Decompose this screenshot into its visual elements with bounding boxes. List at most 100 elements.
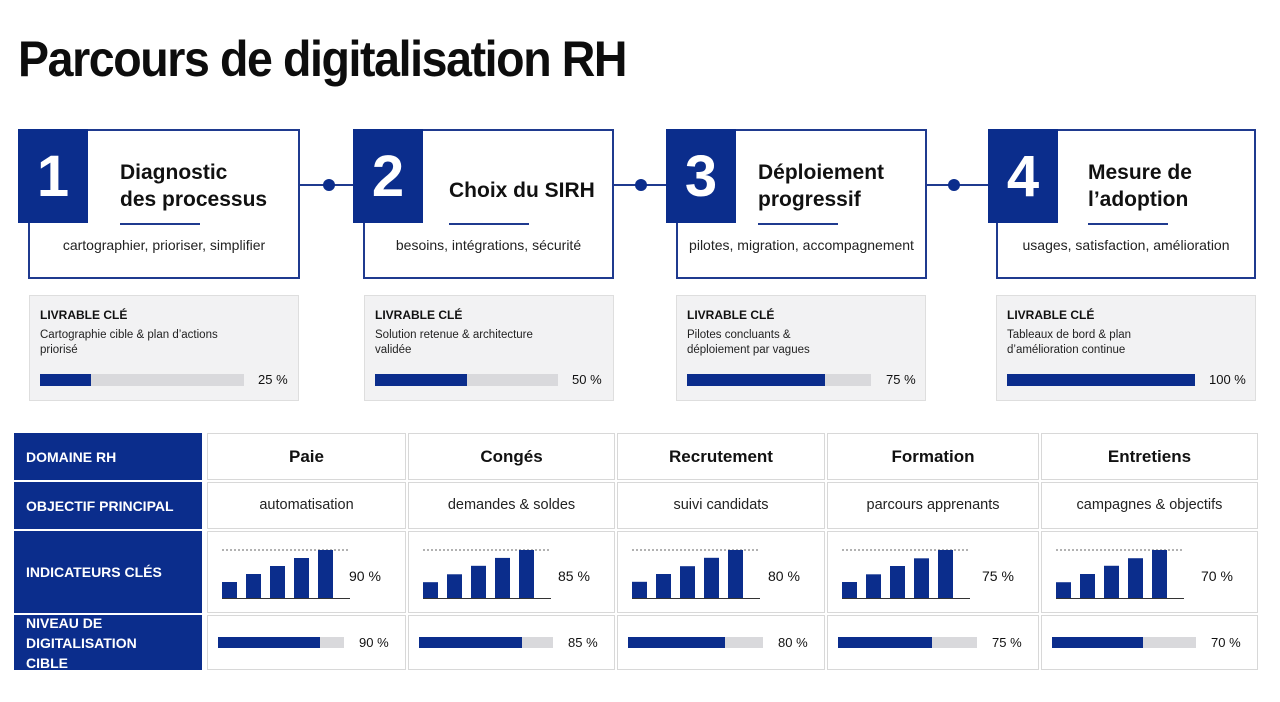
step-description: cartographier, prioriser, simplifier	[62, 237, 266, 253]
kpi-bar	[1080, 574, 1095, 598]
domain-name: Entretiens	[1107, 447, 1192, 466]
level-percent: 80 %	[778, 635, 808, 650]
domain-objective: demandes & soldes	[447, 497, 576, 513]
kpi-cell: 85 %	[408, 531, 615, 613]
row-header-level: NIVEAU DE DIGITALISATION CIBLE	[14, 615, 202, 671]
page-title: Parcours de digitalisation RH	[18, 31, 627, 87]
step-title: Mesure de l’adoption	[1088, 159, 1192, 213]
deliverable-text-line: Solution retenue & architecture	[375, 329, 533, 341]
step-card: 1 Diagnostic des processus cartographier…	[18, 129, 300, 279]
step-number: 2	[353, 129, 423, 223]
level-cell: 80 %	[617, 615, 825, 670]
level-progress-fill	[1052, 637, 1143, 648]
domain-cell: Formation	[827, 433, 1039, 480]
step-title-line: progressif	[758, 188, 861, 211]
step-card: 2 Choix du SIRH besoins, intégrations, s…	[353, 129, 614, 279]
progress-track	[40, 374, 244, 386]
deliverable-text-line: validée	[375, 344, 412, 356]
step-underline	[120, 223, 200, 225]
domain-cell: Paie	[207, 433, 406, 480]
kpi-bar	[656, 574, 671, 598]
domain-objective: parcours apprenants	[866, 497, 1000, 513]
row-header-kpi: INDICATEURS CLÉS	[14, 531, 202, 613]
level-progress-track	[1052, 637, 1196, 648]
kpi-bar	[222, 582, 237, 598]
objective-cell: suivi candidats	[617, 482, 825, 529]
domain-cell: Congés	[408, 433, 615, 480]
kpi-bar	[519, 550, 534, 598]
step-number: 1	[18, 129, 88, 223]
deliverable-text-line: priorisé	[40, 344, 78, 356]
kpi-cell: 70 %	[1041, 531, 1258, 613]
step-number: 4	[988, 129, 1058, 223]
domain-table: DOMAINE RH OBJECTIF PRINCIPAL INDICATEUR…	[14, 433, 1258, 671]
domain-cell: Recrutement	[617, 433, 825, 480]
level-percent: 75 %	[992, 635, 1022, 650]
kpi-bar	[704, 557, 719, 598]
progress-percent: 100 %	[1209, 372, 1246, 387]
objective-cell: campagnes & objectifs	[1041, 482, 1258, 529]
progress-fill	[687, 374, 825, 386]
objective-cell: automatisation	[207, 482, 406, 529]
kpi-bar	[890, 566, 905, 598]
step-title-line: des processus	[120, 188, 268, 211]
domain-name: Paie	[289, 447, 324, 466]
progress-track	[1007, 374, 1195, 386]
connector-dot	[323, 179, 335, 191]
progress-percent: 50 %	[572, 372, 602, 387]
kpi-percent: 70 %	[1201, 568, 1233, 584]
row-header-domain: DOMAINE RH	[14, 433, 202, 480]
deliverable-text: Cartographie cible & plan d’actions prio…	[40, 328, 230, 358]
level-progress-track	[218, 637, 344, 648]
kpi-bar	[938, 550, 953, 598]
progress-track	[375, 374, 558, 386]
step-title-line: l’adoption	[1088, 188, 1189, 211]
progress-fill	[375, 374, 467, 386]
kpi-bar	[728, 550, 743, 598]
progress-fill	[40, 374, 91, 386]
progress-track	[687, 374, 871, 386]
step-card: 3 Déploiement progressif pilotes, migrat…	[666, 129, 927, 279]
kpi-bar	[1152, 550, 1167, 598]
level-cell: 90 %	[207, 615, 406, 670]
kpi-mini-chart	[632, 549, 760, 599]
step-title-line: Diagnostic	[120, 161, 228, 184]
kpi-bar	[318, 550, 333, 598]
kpi-bar	[680, 566, 695, 598]
kpi-percent: 85 %	[558, 568, 590, 584]
kpi-bar	[495, 557, 510, 598]
step-card: 4 Mesure de l’adoption usages, satisfact…	[988, 129, 1256, 279]
kpi-bar	[1056, 582, 1071, 598]
level-progress-fill	[628, 637, 726, 648]
deliverable-text-line: Tableaux de bord & plan	[1007, 329, 1132, 341]
connector-dot	[948, 179, 960, 191]
level-percent: 90 %	[359, 635, 389, 650]
domain-objective: automatisation	[259, 497, 354, 513]
deliverable-text-line: d’amélioration continue	[1007, 344, 1126, 356]
level-cell: 85 %	[408, 615, 615, 670]
deliverable-text: Tableaux de bord & plan d’amélioration c…	[1007, 328, 1197, 358]
deliverable-label: LIVRABLE CLÉ	[40, 308, 128, 322]
step-underline	[1088, 223, 1168, 225]
kpi-percent: 75 %	[982, 568, 1014, 584]
level-cell: 75 %	[827, 615, 1039, 670]
domain-objective: suivi candidats	[673, 497, 769, 513]
row-header-level-line: CIBLE	[26, 654, 68, 671]
step-description: usages, satisfaction, amélioration	[1022, 237, 1230, 253]
kpi-bar	[294, 558, 309, 598]
kpi-mini-chart	[222, 549, 350, 599]
deliverable-label: LIVRABLE CLÉ	[687, 308, 775, 322]
deliverable-text-line: Cartographie cible & plan d’actions	[40, 329, 218, 341]
kpi-mini-chart	[423, 549, 551, 599]
kpi-cell: 90 %	[207, 531, 406, 613]
deliverable-text-line: Pilotes concluants &	[687, 329, 791, 341]
kpi-bar	[246, 574, 261, 598]
kpi-bar	[1104, 565, 1119, 598]
deliverable-text: Solution retenue & architecture validée	[375, 328, 565, 358]
progress-percent: 25 %	[258, 372, 288, 387]
step-number: 3	[666, 129, 736, 223]
domain-name: Congés	[480, 447, 543, 466]
progress-percent: 75 %	[886, 372, 916, 387]
deliverable-label: LIVRABLE CLÉ	[375, 308, 463, 322]
kpi-percent: 80 %	[768, 568, 800, 584]
